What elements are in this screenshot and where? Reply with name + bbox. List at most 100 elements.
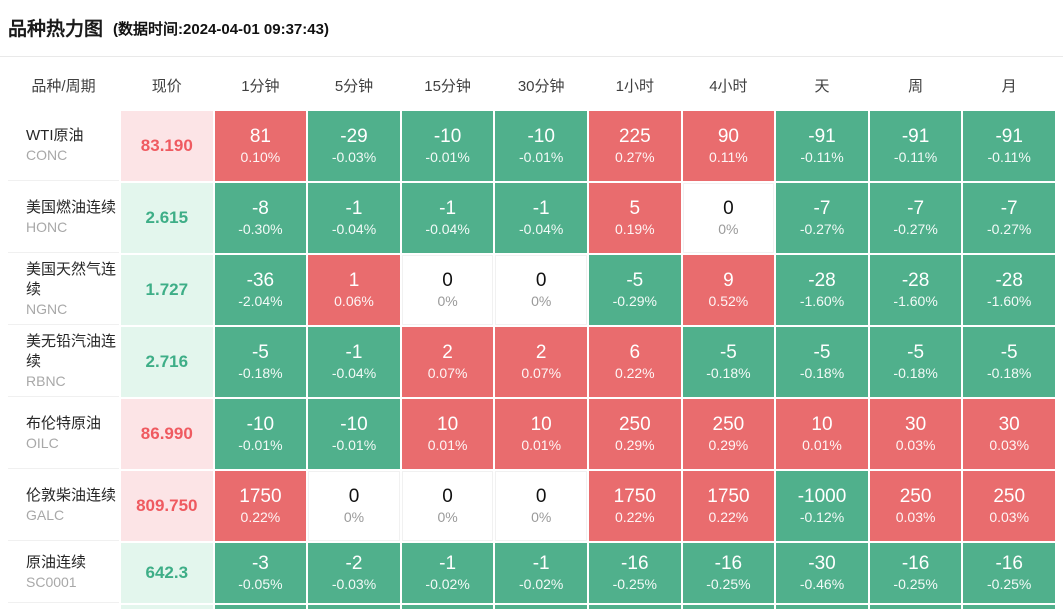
table-row[interactable]: 美国天然气连续 NGNC 1.727 -36 -2.04% 1 0.06% 0 0% 0 0% -5-… xyxy=(8,255,1055,325)
heatmap-cell[interactable]: 9 0.52% xyxy=(682,255,775,325)
heatmap-cell[interactable]: 0 0% xyxy=(682,183,775,253)
heatmap-cell[interactable]: 250 0.03% xyxy=(869,471,962,541)
heatmap-cell[interactable]: 30 0.03% xyxy=(963,399,1055,469)
heatmap-cell[interactable]: -8 -0.30% xyxy=(214,183,307,253)
cell-value: -29 xyxy=(340,125,368,147)
heatmap-cell[interactable]: -7 -0.27% xyxy=(776,183,868,253)
cell-percent: 0.03% xyxy=(989,509,1030,526)
heatmap-cell[interactable]: 0 0% xyxy=(495,255,587,325)
heatmap-cell[interactable]: -29 -0.03% xyxy=(308,111,400,181)
heatmap-cell[interactable]: 6 0.22% xyxy=(588,327,681,397)
heatmap-cell[interactable]: -30 -0.46% xyxy=(776,543,868,603)
cell-value: -16 xyxy=(901,552,930,574)
heatmap-cell[interactable]: 2 0.07% xyxy=(401,327,494,397)
cell-value: -2 xyxy=(345,552,363,574)
heatmap-cell[interactable]: 10 0.01% xyxy=(401,399,494,469)
heatmap-cell[interactable]: 5 0.19% xyxy=(588,183,681,253)
cell-value: -10 xyxy=(527,125,555,147)
cell-value: 10 xyxy=(530,413,552,435)
heatmap-cell[interactable]: -5 -0.18% xyxy=(682,327,775,397)
cell-percent: -0.01% xyxy=(331,437,377,454)
heatmap-cell[interactable]: 1750 0.22% xyxy=(214,471,307,541)
heatmap-cell[interactable]: -5 -0.18% xyxy=(869,327,962,397)
cell-percent: -0.46% xyxy=(799,576,845,593)
cell-percent: -1.60% xyxy=(893,293,938,310)
heatmap-cell[interactable]: -10 -0.01% xyxy=(495,111,587,181)
cell-value: 0 xyxy=(442,269,453,291)
heatmap-cell[interactable]: -1 -0.04% xyxy=(495,183,587,253)
heatmap-cell[interactable]: -10 -0.01% xyxy=(308,399,400,469)
price-cell: 83.190 xyxy=(121,111,213,181)
cell-percent: -0.04% xyxy=(519,221,564,238)
table-row[interactable]: 伦敦柴油连续 GALC 809.750 1750 0.22% 0 0% 0 0% 0 0% 1750 0… xyxy=(8,471,1055,541)
heatmap-cell[interactable]: 2 0.07% xyxy=(495,327,587,397)
heatmap-cell[interactable]: -1 -0.02% xyxy=(495,543,587,603)
heatmap-cell[interactable]: 81 0.10% xyxy=(214,111,307,181)
heatmap-cell[interactable]: -1000 -0.12% xyxy=(776,471,868,541)
heatmap-cell[interactable]: 0 0% xyxy=(308,471,400,541)
heatmap-cell[interactable]: -7 -0.27% xyxy=(963,183,1055,253)
heatmap-cell[interactable]: -16 -0.25% xyxy=(682,543,775,603)
heatmap-cell[interactable]: 1750 0.22% xyxy=(682,471,775,541)
heatmap-cell[interactable]: -36 -2.04% xyxy=(214,255,307,325)
heatmap-cell[interactable]: -1 -0.04% xyxy=(308,183,400,253)
heatmap-table: 品种/周期 现价 1分钟 5分钟 15分钟 30分钟 1小时 4小时 天 周 月 WTI原油 CONC… xyxy=(0,57,1063,609)
heatmap-cell[interactable]: 250 0.29% xyxy=(682,399,775,469)
heatmap-cell[interactable]: 10 0.01% xyxy=(495,399,587,469)
heatmap-cell[interactable]: -91 -0.11% xyxy=(869,111,962,181)
instrument-cell: 原油连续 SC0001 xyxy=(8,543,119,603)
heatmap-cell[interactable]: 250 0.03% xyxy=(963,471,1055,541)
table-row[interactable]: 美无铅汽油连续 RBNC 2.716 -5 -0.18% -1 -0.04% 2 0.07% 2 0… xyxy=(8,327,1055,397)
cell-percent: 0.22% xyxy=(614,365,655,382)
heatmap-cell[interactable]: 250 0.29% xyxy=(588,399,681,469)
column-header: 品种/周期 xyxy=(31,77,96,95)
heatmap-cell[interactable]: 0 0% xyxy=(401,471,494,541)
table-row[interactable]: 布伦特原油 OILC 86.990 -10 -0.01% -10 -0.01% 10 0.01%… xyxy=(8,399,1055,469)
heatmap-cell[interactable]: -5 -0.29% xyxy=(588,255,681,325)
heatmap-cell[interactable]: -28 -1.60% xyxy=(776,255,868,325)
table-row[interactable]: WTI原油 CONC 83.190 81 0.10% -29 -0.03% -10 -0.01%… xyxy=(8,111,1055,181)
cell-percent: 0.01% xyxy=(427,437,468,454)
heatmap-cell[interactable]: -16 -0.25% xyxy=(963,543,1055,603)
heatmap-cell[interactable]: 0 0% xyxy=(401,255,494,325)
cell-percent: -0.18% xyxy=(893,365,938,382)
heatmap-cell[interactable]: -10 -0.01% xyxy=(401,111,494,181)
page-title: 品种热力图 xyxy=(8,18,104,40)
instrument-name: 美国天然气连续 xyxy=(26,260,117,299)
cell-value: -5 xyxy=(813,341,831,363)
heatmap-cell[interactable]: -91 -0.11% xyxy=(776,111,868,181)
cell-value: -36 xyxy=(246,269,275,291)
heatmap-cell[interactable]: 1 0.06% xyxy=(308,255,400,325)
heatmap-cell[interactable]: -5 -0.18% xyxy=(776,327,868,397)
heatmap-cell[interactable]: -5 -0.18% xyxy=(963,327,1055,397)
heatmap-cell[interactable]: 30 0.03% xyxy=(869,399,962,469)
heatmap-cell[interactable]: 90 0.11% xyxy=(682,111,775,181)
instrument-cell: 布伦特原油 OILC xyxy=(8,399,119,469)
table-row[interactable]: 美国燃油连续 HONC 2.615 -8 -0.30% -1 -0.04% -1 -0.04% -… xyxy=(8,183,1055,253)
cell-value: -16 xyxy=(714,552,743,574)
heatmap-cell[interactable]: -3 -0.05% xyxy=(214,543,307,603)
heatmap-cell[interactable]: -7 -0.27% xyxy=(869,183,962,253)
heatmap-cell[interactable]: 0 0% xyxy=(495,471,587,541)
heatmap-cell[interactable]: 225 0.27% xyxy=(588,111,681,181)
cell-value: 90 xyxy=(717,125,739,147)
heatmap-cell[interactable]: -16 -0.25% xyxy=(869,543,962,603)
heatmap-cell[interactable]: 10 0.01% xyxy=(776,399,868,469)
heatmap-cell[interactable]: -2 -0.03% xyxy=(308,543,400,603)
cell-percent: 0.03% xyxy=(895,509,936,526)
cell-percent: 0.07% xyxy=(521,365,562,382)
heatmap-cell[interactable]: -5 -0.18% xyxy=(214,327,307,397)
heatmap-cell[interactable]: -91 -0.11% xyxy=(963,111,1055,181)
cell-value: -7 xyxy=(1000,197,1018,219)
heatmap-cell[interactable]: -10 -0.01% xyxy=(214,399,307,469)
cell-value: 81 xyxy=(249,125,271,147)
cell-value: 250 xyxy=(618,413,651,435)
heatmap-cell[interactable]: -1 -0.04% xyxy=(308,327,400,397)
heatmap-cell[interactable]: -16 -0.25% xyxy=(588,543,681,603)
heatmap-cell[interactable]: -1 -0.04% xyxy=(401,183,494,253)
heatmap-cell[interactable]: 1750 0.22% xyxy=(588,471,681,541)
heatmap-cell[interactable]: -28 -1.60% xyxy=(963,255,1055,325)
heatmap-cell[interactable]: -28 -1.60% xyxy=(869,255,962,325)
heatmap-cell[interactable]: -1 -0.02% xyxy=(401,543,494,603)
table-row[interactable]: 原油连续 SC0001 642.3 -3 -0.05% -2 -0.03% -1 -0.02% -… xyxy=(8,543,1055,603)
